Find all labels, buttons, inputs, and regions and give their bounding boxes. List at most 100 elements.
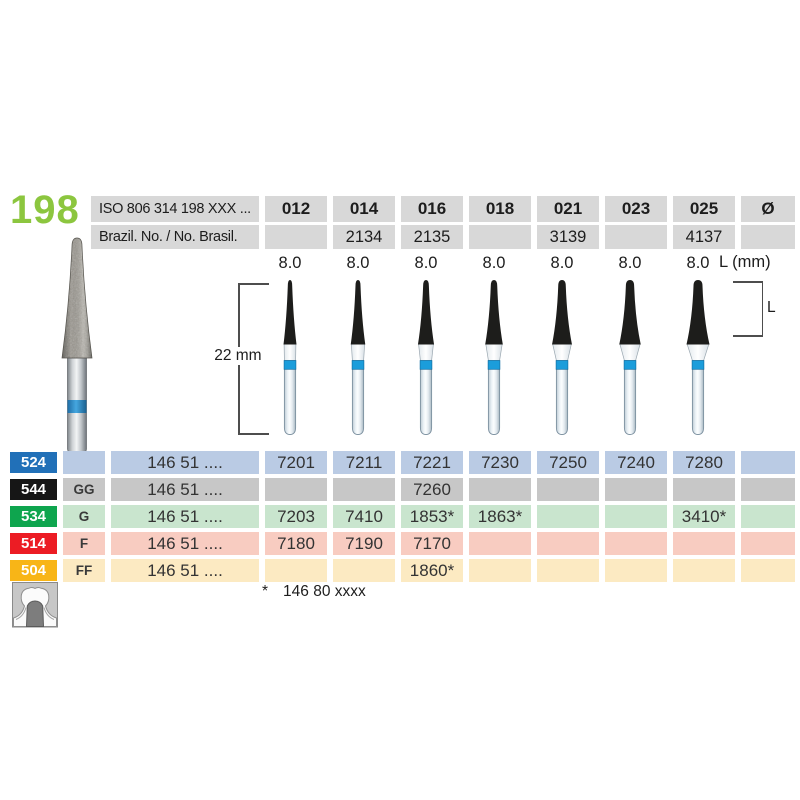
order-prefix-cell: 146 51 .... — [111, 505, 259, 528]
order-number-cell — [537, 559, 599, 582]
table-row: 544 GG 146 51 .... 7260 — [10, 478, 795, 501]
head-dim-tick-top — [733, 281, 763, 283]
order-number-cell — [333, 478, 395, 501]
size-header-cell: 016 — [401, 196, 463, 222]
diameter-symbol-cell: Ø — [741, 196, 795, 222]
size-header-cell: 025 — [673, 196, 735, 222]
head-dim-vline — [761, 281, 763, 336]
order-number-cell — [265, 559, 327, 582]
order-number-cell: 7230 — [469, 451, 531, 474]
order-number-cell — [741, 532, 795, 555]
order-number-cell — [741, 505, 795, 528]
order-number-cell — [469, 478, 531, 501]
bur-illustration — [417, 280, 435, 435]
brazil-number-cell: 2135 — [401, 225, 463, 249]
order-number-cell — [537, 478, 599, 501]
head-length-value: 8.0 — [618, 253, 642, 272]
series-code-badge: 544 — [10, 479, 57, 500]
order-number-cell: 7260 — [401, 478, 463, 501]
brazil-number-label: Brazil. No. / No. Brasil. — [91, 225, 259, 249]
series-code-badge: 534 — [10, 506, 57, 527]
grit-cell: GG — [63, 478, 105, 501]
brazil-number-cell — [605, 225, 667, 249]
order-number-cell — [605, 478, 667, 501]
head-length-value: 8.0 — [550, 253, 574, 272]
order-number-cell: 7221 — [401, 451, 463, 474]
burs-illustrations — [283, 280, 710, 435]
order-number-cell — [605, 505, 667, 528]
order-number-cell — [469, 559, 531, 582]
order-number-cell: 1860* — [401, 559, 463, 582]
order-number-cell — [605, 559, 667, 582]
head-length-value: 8.0 — [278, 253, 302, 272]
footnote: * 146 80 xxxx — [262, 583, 366, 601]
order-number-cell — [741, 478, 795, 501]
series-code-badge: 524 — [10, 452, 57, 473]
order-number-cell: 7201 — [265, 451, 327, 474]
iso-number-label: ISO 806 314 198 XXX ... — [91, 196, 259, 222]
order-number-cell: 7190 — [333, 532, 395, 555]
head-dim-tick-bottom — [733, 335, 763, 337]
order-number-cell: 7240 — [605, 451, 667, 474]
order-number-cell: 7211 — [333, 451, 395, 474]
order-prefix-cell: 146 51 .... — [111, 478, 259, 501]
order-prefix-cell: 146 51 .... — [111, 559, 259, 582]
header-table: ISO 806 314 198 XXX ... 012 014 016 018 … — [91, 196, 795, 249]
order-number-cell: 7410 — [333, 505, 395, 528]
order-number-cell — [673, 478, 735, 501]
brazil-number-cell: 3139 — [537, 225, 599, 249]
brazil-number-cell: 2134 — [333, 225, 395, 249]
order-number-cell — [469, 532, 531, 555]
order-number-cell — [537, 532, 599, 555]
grit-cell — [63, 451, 105, 474]
head-length-row: 8.0 8.0 8.0 8.0 8.0 8.0 8.0 — [259, 252, 729, 274]
head-length-value: 8.0 — [346, 253, 370, 272]
bur-illustration — [350, 280, 366, 435]
bur-illustration — [686, 280, 710, 435]
tooth-crown-prep-icon — [12, 582, 58, 628]
order-number-cell: 7250 — [537, 451, 599, 474]
order-number-cell — [673, 559, 735, 582]
order-number-cell: 7203 — [265, 505, 327, 528]
order-prefix-cell: 146 51 .... — [111, 532, 259, 555]
order-number-cell — [605, 532, 667, 555]
series-code-badge: 514 — [10, 533, 57, 554]
order-number-cell — [741, 451, 795, 474]
brazil-number-cell — [469, 225, 531, 249]
head-length-value: 8.0 — [686, 253, 710, 272]
order-number-cell — [333, 559, 395, 582]
head-length-value: 8.0 — [482, 253, 506, 272]
brazil-number-cell: 4137 — [673, 225, 735, 249]
bur-illustration — [283, 280, 297, 435]
empty-cell — [741, 225, 795, 249]
photo-bur-icon — [61, 237, 93, 453]
bur-illustration — [619, 280, 641, 435]
grit-cell: F — [63, 532, 105, 555]
bur-illustration — [485, 280, 503, 435]
size-header-cell: 021 — [537, 196, 599, 222]
order-prefix-cell: 146 51 .... — [111, 451, 259, 474]
order-number-cell — [741, 559, 795, 582]
brazil-number-cell — [265, 225, 327, 249]
order-number-table: 524 146 51 .... 7201 7211 7221 7230 7250… — [10, 451, 795, 586]
size-header-cell: 012 — [265, 196, 327, 222]
size-header-cell: 023 — [605, 196, 667, 222]
table-row: 514 F 146 51 .... 7180 7190 7170 — [10, 532, 795, 555]
order-number-cell: 7280 — [673, 451, 735, 474]
order-number-cell: 1863* — [469, 505, 531, 528]
length-unit-label: L (mm) — [719, 253, 771, 271]
series-code-badge: 504 — [10, 560, 57, 581]
size-header-cell: 014 — [333, 196, 395, 222]
grit-cell: FF — [63, 559, 105, 582]
table-row: 534 G 146 51 .... 7203 7410 1853* 1863* … — [10, 505, 795, 528]
order-number-cell: 7180 — [265, 532, 327, 555]
order-number-cell — [673, 532, 735, 555]
head-dim-label: L — [767, 299, 776, 317]
shank-dim-tick-bottom — [238, 433, 269, 435]
order-number-cell — [265, 478, 327, 501]
shank-dim-label: 22 mm — [210, 347, 266, 365]
footnote-marker: * — [262, 583, 269, 600]
order-number-cell: 1853* — [401, 505, 463, 528]
footnote-text: 146 80 xxxx — [283, 583, 366, 600]
